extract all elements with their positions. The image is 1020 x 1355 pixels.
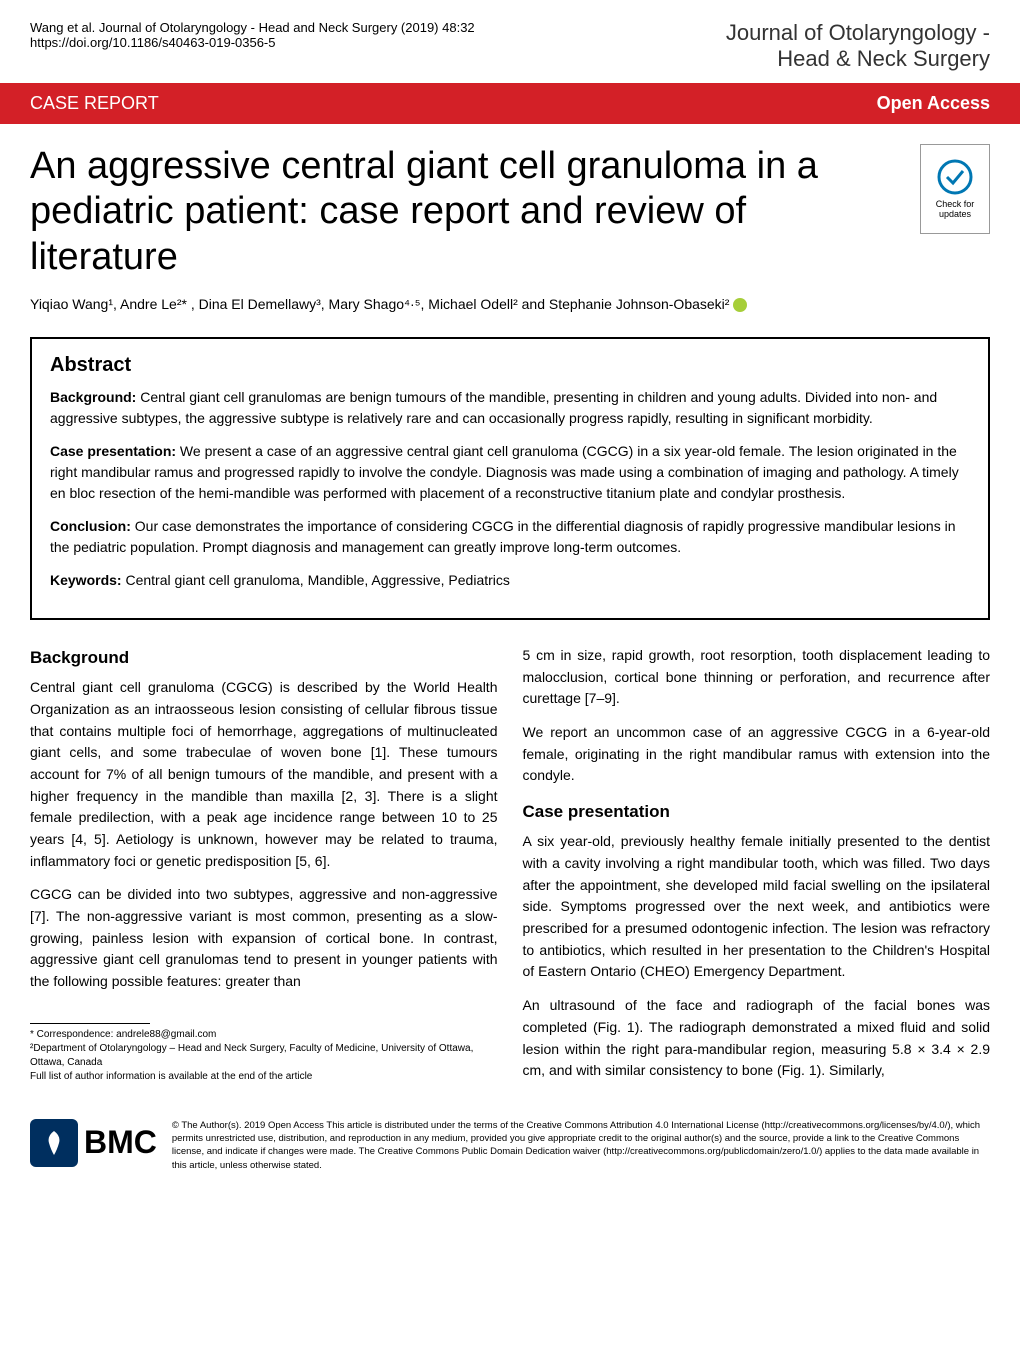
open-access-label: Open Access	[877, 93, 990, 114]
article-title: An aggressive central giant cell granulo…	[30, 144, 920, 281]
page-header: Wang et al. Journal of Otolaryngology - …	[0, 0, 1020, 83]
bmc-logo: BMC	[30, 1119, 157, 1167]
abstract-keywords-label: Keywords:	[50, 572, 122, 588]
authors-text: Yiqiao Wang¹, Andre Le²* , Dina El Demel…	[30, 296, 729, 312]
right-p4: An ultrasound of the face and radiograph…	[523, 995, 991, 1082]
body-columns: Background Central giant cell granuloma …	[0, 630, 1020, 1109]
affiliation-line: ²Department of Otolaryngology – Head and…	[30, 1042, 498, 1070]
header-top-row: Wang et al. Journal of Otolaryngology - …	[30, 20, 990, 73]
abstract-case: Case presentation: We present a case of …	[50, 441, 970, 504]
right-p2: We report an uncommon case of an aggress…	[523, 722, 991, 787]
abstract-background-label: Background:	[50, 389, 136, 405]
bmc-text: BMC	[84, 1124, 157, 1161]
background-p1: Central giant cell granuloma (CGCG) is d…	[30, 677, 498, 872]
background-p2: CGCG can be divided into two subtypes, a…	[30, 884, 498, 992]
crossmark-badge[interactable]: Check for updates	[920, 144, 990, 234]
background-heading: Background	[30, 645, 498, 671]
citation-block: Wang et al. Journal of Otolaryngology - …	[30, 20, 475, 50]
fulllist-line: Full list of author information is avail…	[30, 1070, 498, 1084]
orcid-icon[interactable]	[733, 298, 747, 312]
crossmark-icon	[937, 159, 973, 195]
abstract-conclusion-text: Our case demonstrates the importance of …	[50, 518, 956, 555]
abstract-keywords-text: Central giant cell granuloma, Mandible, …	[122, 572, 510, 588]
journal-line2: Head & Neck Surgery	[726, 46, 990, 72]
abstract-box: Abstract Background: Central giant cell …	[30, 337, 990, 620]
doi-text: https://doi.org/10.1186/s40463-019-0356-…	[30, 35, 475, 50]
abstract-conclusion: Conclusion: Our case demonstrates the im…	[50, 516, 970, 558]
crossmark-label: Check for updates	[921, 199, 989, 219]
footnote-rule	[30, 1023, 150, 1024]
left-column: Background Central giant cell granuloma …	[30, 645, 498, 1094]
abstract-background-text: Central giant cell granulomas are benign…	[50, 389, 937, 426]
abstract-background: Background: Central giant cell granuloma…	[50, 387, 970, 429]
abstract-heading: Abstract	[50, 354, 970, 377]
abstract-keywords: Keywords: Central giant cell granuloma, …	[50, 570, 970, 591]
right-p3: A six year-old, previously healthy femal…	[523, 831, 991, 983]
abstract-case-label: Case presentation:	[50, 443, 176, 459]
case-heading: Case presentation	[523, 799, 991, 825]
bmc-square-icon	[30, 1119, 78, 1167]
article-type: CASE REPORT	[30, 93, 159, 114]
correspondence-block: * Correspondence: andrele88@gmail.com ²D…	[30, 1023, 498, 1084]
correspondence-line: * Correspondence: andrele88@gmail.com	[30, 1028, 498, 1042]
abstract-conclusion-label: Conclusion:	[50, 518, 131, 534]
journal-name: Journal of Otolaryngology - Head & Neck …	[726, 20, 990, 73]
bmc-spring-icon	[39, 1128, 69, 1158]
citation-text: Wang et al. Journal of Otolaryngology - …	[30, 20, 475, 35]
abstract-case-text: We present a case of an aggressive centr…	[50, 443, 959, 501]
license-text: © The Author(s). 2019 Open Access This a…	[172, 1119, 990, 1172]
title-section: An aggressive central giant cell granulo…	[0, 124, 1020, 291]
footer-bar: BMC © The Author(s). 2019 Open Access Th…	[0, 1109, 1020, 1192]
authors-line: Yiqiao Wang¹, Andre Le²* , Dina El Demel…	[0, 291, 1020, 327]
article-type-bar: CASE REPORT Open Access	[0, 83, 1020, 124]
right-p1: 5 cm in size, rapid growth, root resorpt…	[523, 645, 991, 710]
journal-line1: Journal of Otolaryngology -	[726, 20, 990, 46]
right-column: 5 cm in size, rapid growth, root resorpt…	[523, 645, 991, 1094]
